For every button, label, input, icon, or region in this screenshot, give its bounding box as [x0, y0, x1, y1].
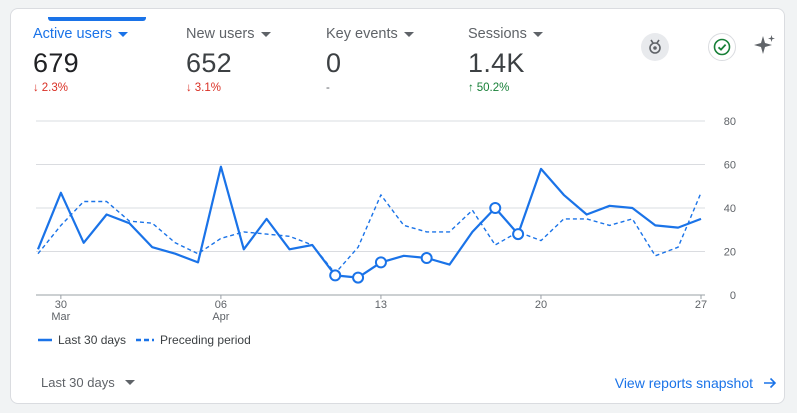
metric-active-users[interactable]: Active users 679 ↓ 2.3%: [33, 26, 128, 94]
caret-down-icon: [403, 31, 414, 37]
link-label: View reports snapshot: [614, 375, 753, 391]
metric-label[interactable]: Sessions: [468, 26, 543, 42]
date-range-label: Last 30 days: [41, 375, 115, 390]
metric-new-users[interactable]: New users 652 ↓ 3.1%: [186, 26, 271, 94]
chart-legend: Last 30 days Preceding period: [38, 333, 261, 347]
arrow-up-icon: ↑: [468, 82, 474, 94]
metric-key-events[interactable]: Key events 0 -: [326, 26, 414, 94]
view-reports-snapshot-link[interactable]: View reports snapshot: [615, 375, 777, 391]
metric-change: ↓ 3.1%: [186, 82, 221, 94]
metric-label[interactable]: New users: [186, 26, 271, 42]
x-tick-sublabel: Apr: [212, 311, 229, 323]
metric-label[interactable]: Key events: [326, 26, 414, 42]
arrow-right-icon: [764, 377, 777, 389]
series-line-last-30-days: [36, 165, 702, 279]
metric-sessions[interactable]: Sessions 1.4K ↑ 50.2%: [468, 26, 543, 94]
dashed-line-swatch: [136, 338, 155, 342]
caret-down-icon: [124, 380, 135, 385]
metric-value: 679: [33, 48, 79, 78]
metric-change: ↑ 50.2%: [468, 82, 510, 94]
check-circle-icon[interactable]: [708, 33, 736, 61]
caret-down-icon: [117, 31, 128, 37]
date-range-dropdown[interactable]: Last 30 days: [41, 375, 135, 390]
data-point-marker: [374, 256, 387, 269]
metric-label[interactable]: Active users: [33, 26, 128, 42]
caret-down-icon: [532, 31, 543, 37]
metric-change: ↓ 2.3%: [33, 82, 68, 94]
x-tick-label: 13: [375, 299, 387, 311]
x-tick-label: 20: [535, 299, 547, 311]
series-line-preceding-period: [37, 192, 702, 274]
y-tick-label: 20: [724, 247, 736, 259]
legend-label: Last 30 days: [58, 333, 127, 347]
caret-down-icon: [260, 31, 271, 37]
data-point-marker: [352, 271, 365, 284]
legend-item-preceding-period: Preceding period: [136, 333, 251, 347]
metric-value: 652: [186, 48, 232, 78]
y-tick-label: 60: [724, 160, 736, 172]
insights-badge-icon[interactable]: [641, 33, 669, 61]
active-tab-indicator: [48, 17, 146, 21]
data-point-marker: [420, 252, 433, 265]
x-tick-sublabel: Mar: [51, 311, 70, 323]
metric-change: -: [326, 82, 330, 94]
legend-item-last-30-days: Last 30 days: [38, 333, 126, 347]
y-tick-label: 80: [724, 116, 736, 128]
y-tick-label: 40: [724, 203, 736, 215]
y-tick-label: 0: [730, 290, 736, 302]
x-tick-label: 06: [215, 299, 227, 311]
x-tick-label: 27: [695, 299, 707, 311]
data-point-marker: [329, 269, 342, 282]
reports-snapshot-card: [10, 8, 785, 404]
sparkle-icon[interactable]: [751, 31, 779, 59]
metric-value: 1.4K: [468, 48, 525, 78]
arrow-down-icon: ↓: [33, 82, 39, 94]
metric-value: 0: [326, 48, 342, 78]
solid-line-swatch: [38, 338, 52, 342]
arrow-down-icon: ↓: [186, 82, 192, 94]
data-point-marker: [489, 202, 502, 214]
legend-label: Preceding period: [160, 333, 251, 347]
data-point-marker: [512, 228, 525, 241]
x-tick-label: 30: [55, 299, 67, 311]
